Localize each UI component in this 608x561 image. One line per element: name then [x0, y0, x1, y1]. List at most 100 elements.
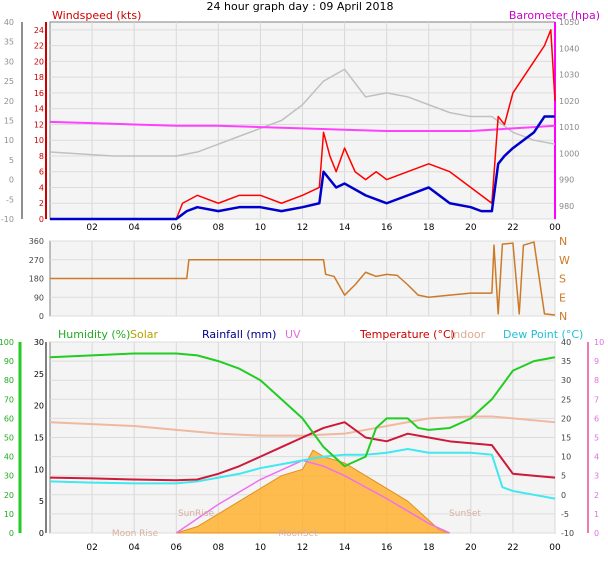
temp-tick-label: 5	[561, 472, 566, 481]
uv-tick-label: 9	[594, 357, 599, 366]
outer-trend-line	[49, 68, 556, 157]
wind-tick-label: 12	[34, 120, 44, 129]
legend-dewpoint: Dew Point (°C)	[503, 328, 583, 341]
series-marks	[49, 29, 556, 534]
compass-label: N	[559, 235, 567, 248]
humidity-tick-label: 60	[4, 414, 14, 423]
outer-tick-label: 25	[4, 77, 14, 86]
x-tick-label: 22	[507, 543, 518, 553]
x-tick-label: 08	[213, 223, 225, 233]
x-tick-label: 16	[381, 543, 393, 553]
wind-tick-label: 10	[34, 136, 44, 145]
x-tick-label: 00	[549, 543, 561, 553]
outer-tick-label: 30	[4, 57, 14, 66]
event-moonrise: Moon Rise	[112, 529, 159, 539]
baro-tick-label: 1020	[559, 97, 579, 106]
wind-tick-label: 22	[34, 42, 44, 51]
temp-tick-label: -10	[561, 529, 574, 538]
humidity-line	[49, 352, 556, 468]
humidity-tick-label: 0	[9, 529, 14, 538]
x-tick-label: 04	[128, 543, 140, 553]
humidity-tick-label: 100	[0, 338, 14, 347]
baro-axis-label: Barometer (hpa)	[509, 9, 600, 22]
outer-tick-label: 40	[4, 18, 14, 27]
temp-tick-label: 20	[561, 414, 571, 423]
compass-label: E	[559, 291, 566, 304]
uv-tick-label: 10	[594, 338, 604, 347]
uv-tick-label: 1	[594, 510, 599, 519]
uv-tick-label: 7	[594, 395, 599, 404]
dewpoint-line	[49, 447, 556, 500]
x-tick-label: 16	[381, 223, 393, 233]
wind-tick-label: 8	[39, 152, 44, 161]
x-tick-label: 06	[171, 543, 183, 553]
outer-tick-label: 0	[9, 176, 14, 185]
temp-tick-label: 40	[561, 338, 571, 347]
x-tick-label: 18	[423, 543, 435, 553]
solar-tick-label: 20	[34, 402, 44, 411]
legend-uv: UV	[285, 328, 301, 341]
direction-tick-label: 90	[34, 293, 44, 302]
uv-tick-label: 6	[594, 414, 599, 423]
x-tick-label: 12	[297, 223, 308, 233]
x-tick-label: 20	[465, 223, 477, 233]
temp-tick-label: 30	[561, 376, 571, 385]
outer-tick-label: 20	[4, 97, 14, 106]
direction-tick-label: 360	[29, 237, 44, 246]
solar-tick-label: 10	[34, 465, 44, 474]
uv-tick-label: 0	[594, 529, 599, 538]
baro-tick-label: 980	[559, 202, 574, 211]
compass-label: S	[559, 273, 566, 286]
direction-line	[50, 241, 556, 316]
temp-tick-label: -5	[561, 510, 569, 519]
x-tick-label: 02	[86, 223, 97, 233]
baro-tick-label: 1050	[559, 18, 579, 27]
outer-tick-label: -5	[6, 195, 14, 204]
solar-tick-label: 0	[39, 529, 44, 538]
temp-tick-label: 25	[561, 395, 571, 404]
baro-tick-label: 1010	[559, 123, 579, 132]
legend-rainfall: Rainfall (mm)	[202, 328, 276, 341]
solar-tick-label: 30	[34, 338, 44, 347]
humidity-tick-label: 90	[4, 357, 14, 366]
wind-tick-label: 6	[39, 168, 44, 177]
wind-tick-label: 14	[34, 105, 44, 114]
x-tick-label: 22	[507, 223, 518, 233]
outer-tick-label: 5	[9, 156, 14, 165]
event-sunrise: SunRise	[178, 509, 215, 519]
indoor-line	[49, 415, 556, 437]
average-wind-line	[50, 115, 555, 221]
direction-tick-label: 180	[29, 275, 44, 284]
humidity-tick-label: 70	[4, 395, 14, 404]
gust-line	[50, 29, 556, 220]
uv-line	[175, 459, 451, 534]
solar-tick-label: 5	[39, 497, 44, 506]
legend-solar: Solar	[130, 328, 159, 341]
wind-tick-label: 24	[34, 26, 44, 35]
outer-tick-label: 15	[4, 117, 14, 126]
humidity-tick-label: 20	[4, 491, 14, 500]
outer-tick-label: -10	[1, 215, 14, 224]
x-tick-label: 12	[297, 543, 308, 553]
wind-axis-label: Windspeed (kts)	[52, 9, 141, 22]
x-tick-label: 18	[423, 223, 435, 233]
humidity-tick-label: 40	[4, 453, 14, 462]
temp-tick-label: 15	[561, 434, 571, 443]
baro-tick-label: 1030	[559, 71, 579, 80]
uv-tick-label: 2	[594, 491, 599, 500]
baro-tick-label: 1040	[559, 44, 579, 53]
wind-tick-label: 16	[34, 89, 44, 98]
uv-tick-label: 4	[594, 453, 599, 462]
temp-tick-label: 10	[561, 453, 571, 462]
x-tick-label: 00	[549, 223, 561, 233]
x-tick-label: 04	[128, 223, 140, 233]
x-tick-label: 08	[213, 543, 225, 553]
barometer-line	[49, 120, 556, 133]
humidity-tick-label: 80	[4, 376, 14, 385]
outer-tick-label: 10	[4, 136, 14, 145]
direction-tick-label: 0	[39, 312, 44, 321]
outer-tick-label: 35	[4, 38, 14, 47]
uv-tick-label: 8	[594, 376, 599, 385]
